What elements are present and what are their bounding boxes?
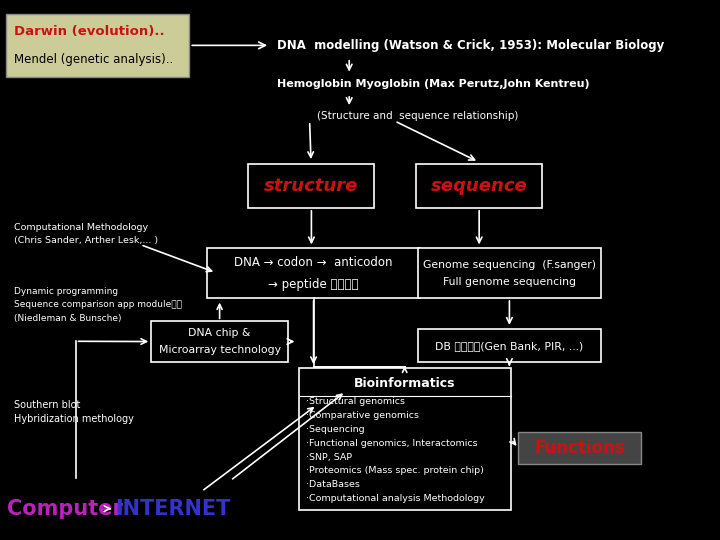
Text: ·Functional genomics, Interactomics: ·Functional genomics, Interactomics [306,439,477,448]
Text: ·DataBases: ·DataBases [306,480,360,489]
Text: DNA chip &
Microarray technology: DNA chip & Microarray technology [158,328,281,355]
Text: Dynamic programming
Sequence comparison app module개발
(Niedleman & Bunsche): Dynamic programming Sequence comparison … [14,287,182,323]
Text: structure: structure [264,177,359,195]
Text: (Structure and  sequence relationship): (Structure and sequence relationship) [317,111,518,120]
Bar [416,164,542,208]
Text: Bioinformatics: Bioinformatics [354,377,456,390]
Text: INTERNET: INTERNET [115,498,230,519]
Text: ·Computational analysis Methodology: ·Computational analysis Methodology [306,494,485,503]
Text: Southern blot
Hybridization methology: Southern blot Hybridization methology [14,400,134,424]
Bar [418,329,601,362]
Text: Computational Methodology
(Chris Sander, Arther Lesk,... ): Computational Methodology (Chris Sander,… [14,223,158,245]
Text: ·Structural genomics: ·Structural genomics [306,397,405,406]
Bar [518,432,641,464]
Text: sequence: sequence [431,177,528,195]
Bar [207,248,420,298]
Text: Computer: Computer [7,498,123,519]
Bar [248,164,374,208]
Text: DNA → codon →  anticodon
→ peptide 개념정리: DNA → codon → anticodon → peptide 개념정리 [234,256,393,291]
Text: ·SNP, SAP: ·SNP, SAP [306,453,352,462]
Bar [299,368,511,510]
Text: ·Proteomics (Mass spec. protein chip): ·Proteomics (Mass spec. protein chip) [306,467,484,475]
Text: DB 구축개시(Gen Bank, PIR, ...): DB 구축개시(Gen Bank, PIR, ...) [436,341,583,350]
Text: Hemoglobin Myoglobin (Max Perutz,John Kentreu): Hemoglobin Myoglobin (Max Perutz,John Ke… [277,79,590,89]
Bar [6,14,189,77]
Text: ·Comparative genomics: ·Comparative genomics [306,411,419,420]
Bar [418,248,601,298]
Text: Mendel (genetic analysis)..: Mendel (genetic analysis).. [14,53,174,66]
Text: DNA  modelling (Watson & Crick, 1953): Molecular Biology: DNA modelling (Watson & Crick, 1953): Mo… [277,39,665,52]
Text: Genome sequencing  (F.sanger)
Full genome sequencing: Genome sequencing (F.sanger) Full genome… [423,260,596,287]
Text: ·Sequencing: ·Sequencing [306,425,364,434]
Text: Functions: Functions [534,439,625,457]
Bar [151,321,288,362]
Text: Darwin (evolution)..: Darwin (evolution).. [14,25,165,38]
